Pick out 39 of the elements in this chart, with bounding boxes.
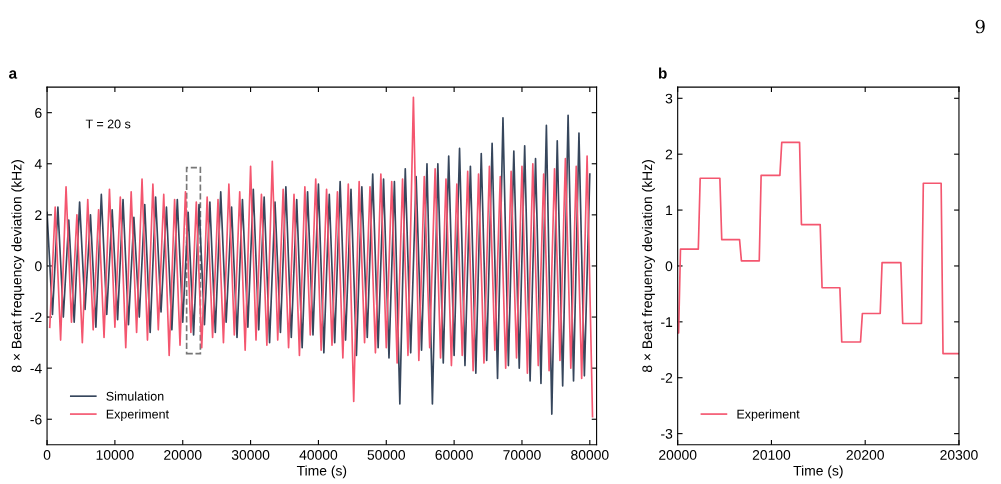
y-tick-label: -6 — [30, 414, 42, 425]
x-tick-label: 50000 — [367, 450, 406, 460]
y-tick-label: -4 — [30, 363, 42, 374]
x-axis-title: Time (s) — [793, 465, 843, 479]
x-tick-label: 20300 — [940, 450, 978, 460]
y-axis-title: 8 × Beat frequency deviation (kHz) — [641, 160, 655, 373]
y-tick-label: 0 — [665, 261, 673, 272]
x-axis-title: Time (s) — [296, 465, 347, 479]
legend-label: Experiment — [106, 409, 169, 422]
y-tick-label: 4 — [34, 159, 42, 169]
x-tick-label: 40000 — [299, 450, 338, 460]
y-tick-label: -3 — [661, 428, 673, 439]
y-axis-title: 8 × Beat frequency deviation (kHz) — [11, 160, 25, 373]
y-tick-label: 3 — [665, 93, 673, 104]
x-tick-label: 30000 — [231, 450, 270, 460]
x-tick-label: 20000 — [659, 450, 697, 460]
y-tick-label: 1 — [666, 205, 673, 216]
x-tick-label: 60000 — [435, 450, 473, 460]
x-tick-label: 70000 — [503, 450, 541, 460]
x-tick-label: 0 — [43, 450, 51, 460]
x-tick-label: 10000 — [96, 450, 134, 460]
x-tick-label: 20200 — [846, 450, 884, 460]
y-tick-label: 6 — [35, 108, 42, 118]
x-tick-label: 80000 — [571, 450, 609, 460]
y-tick-label: -1 — [661, 317, 673, 327]
y-tick-label: -2 — [661, 373, 673, 383]
y-tick-label: 0 — [35, 261, 42, 272]
annotation: T = 20 s — [85, 119, 131, 129]
y-tick-label: 2 — [665, 149, 673, 160]
x-tick-label: 20000 — [164, 450, 202, 460]
y-tick-label: -2 — [30, 312, 42, 323]
x-tick-label: 20100 — [752, 450, 791, 460]
text: 9 — [975, 19, 985, 34]
y-tick-label: 2 — [35, 210, 42, 220]
legend-label: Experiment — [737, 409, 800, 422]
line-series — [677, 141, 959, 355]
legend-label: Simulation — [106, 391, 164, 401]
chart-title: b — [658, 67, 667, 79]
chart-title: a — [9, 70, 18, 79]
